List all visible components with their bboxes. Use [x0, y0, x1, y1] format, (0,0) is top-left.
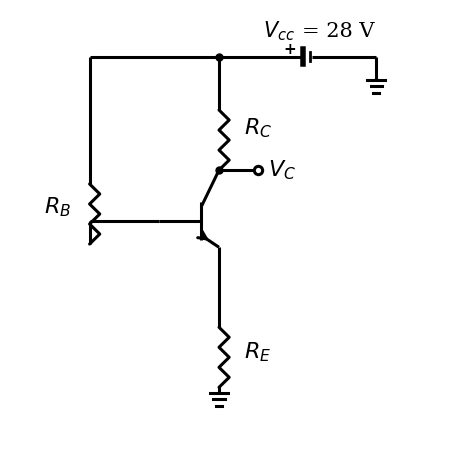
Text: $R_B$: $R_B$	[44, 195, 71, 219]
Text: $V_C$: $V_C$	[268, 158, 296, 182]
Text: $R_E$: $R_E$	[245, 341, 272, 365]
Text: $R_C$: $R_C$	[245, 117, 273, 140]
Text: = 28 V: = 28 V	[302, 22, 375, 41]
Text: +: +	[284, 42, 296, 57]
Text: $V_{cc}$: $V_{cc}$	[263, 20, 295, 43]
